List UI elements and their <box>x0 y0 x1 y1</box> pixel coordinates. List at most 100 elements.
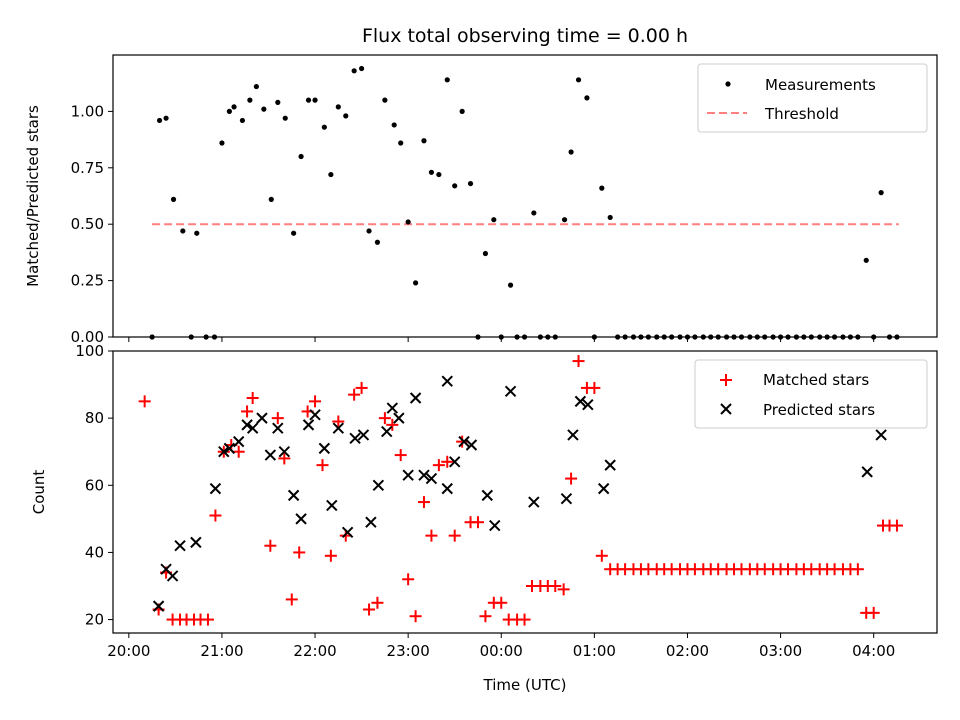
predicted-star-point <box>386 402 399 414</box>
matched-star-point <box>232 445 245 458</box>
matched-star-point <box>441 455 454 468</box>
predicted-star-point <box>287 489 300 502</box>
measurement-point <box>305 97 312 103</box>
measurement-point <box>531 210 537 216</box>
predicted-star-point <box>218 446 230 458</box>
predicted-star-point <box>425 472 438 485</box>
predicted-star-point <box>264 449 277 461</box>
measurement-point <box>231 104 237 110</box>
matched-star-point <box>209 509 222 522</box>
x-tick-label: 04:00 <box>852 642 895 660</box>
measurement-point <box>428 169 435 175</box>
y-tick-label: 0.50 <box>71 215 104 233</box>
predicted-star-point <box>174 540 186 552</box>
matched-star-point <box>309 395 322 408</box>
predicted-star-point <box>861 466 873 478</box>
matched-star-point <box>355 381 368 394</box>
matched-star-point <box>402 573 415 586</box>
count-axes-frame <box>112 350 938 634</box>
matched-star-point <box>293 546 306 559</box>
ratio-y-axis-label: Matched/Predicted stars <box>24 105 42 287</box>
ratio-legend-box <box>697 63 928 133</box>
matched-star-point <box>271 412 284 425</box>
measurement-point <box>507 282 514 288</box>
predicted-star-point <box>582 399 594 411</box>
y-tick-label: 80 <box>85 409 104 427</box>
predicted-star-point <box>441 482 453 495</box>
y-tick-label: 1.00 <box>71 102 104 120</box>
matched-star-point <box>479 610 492 623</box>
predicted-star-point <box>152 600 165 612</box>
ratio-panel: 0.00 0.25 0.50 0.75 1.00 Matched/Predicted s… <box>24 54 938 346</box>
matched-star-point <box>588 381 601 394</box>
x-axis-label: Time (UTC) <box>483 676 567 694</box>
measurement-point <box>328 171 334 178</box>
predicted-star-point <box>448 456 461 468</box>
matched-star-point <box>495 596 508 609</box>
x-tick-label: 21:00 <box>200 642 243 660</box>
matched-star-point <box>264 539 277 552</box>
measurement-point <box>607 214 613 221</box>
measurement-point <box>599 185 605 191</box>
matched-star-point <box>332 415 345 428</box>
predicted-star-point <box>318 442 331 455</box>
predicted-star-point <box>295 513 307 525</box>
count-marks <box>138 355 903 626</box>
legend-measurements-label: Measurements <box>765 76 876 94</box>
measurement-point <box>561 217 568 223</box>
measurement-point <box>568 149 574 155</box>
matched-star-point <box>201 613 214 626</box>
predicted-star-point <box>604 459 616 471</box>
legend-matched-label: Matched stars <box>763 371 869 389</box>
count-panel: 20:00 21:00 22:00 23:00 00:00 01:00 02:00 03:00… <box>30 342 938 660</box>
measurement-point <box>459 108 465 114</box>
predicted-star-point <box>402 469 414 481</box>
x-tick-label: 02:00 <box>666 642 709 660</box>
predicted-star-point <box>246 422 259 434</box>
predicted-star-point <box>209 482 222 495</box>
y-tick-label: 0.00 <box>71 328 104 346</box>
count-axes: 20:00 21:00 22:00 23:00 00:00 01:00 02:00 03:00… <box>75 342 895 660</box>
predicted-star-point <box>560 493 573 505</box>
measurement-point <box>268 196 274 202</box>
predicted-star-point <box>241 419 253 431</box>
predicted-star-point <box>465 439 478 451</box>
predicted-star-point <box>597 482 610 495</box>
predicted-star-point <box>489 519 501 532</box>
predicted-star-point <box>365 516 377 528</box>
measurement-point <box>291 230 297 236</box>
predicted-star-point <box>567 429 579 441</box>
measurement-point <box>194 230 200 236</box>
y-tick-label: 0.25 <box>71 272 104 290</box>
count-legend: Matched stars Predicted stars <box>694 359 928 429</box>
predicted-star-point <box>302 419 315 431</box>
ratio-legend: Measurements Threshold <box>697 63 928 133</box>
legend-predicted-label: Predicted stars <box>763 401 875 419</box>
x-tick-label: 22:00 <box>293 642 336 660</box>
x-tick-label: 20:00 <box>107 642 150 660</box>
x-tick-label: 23:00 <box>387 642 430 660</box>
matched-star-point <box>285 593 298 606</box>
measurement-point <box>374 239 381 245</box>
predicted-star-point <box>504 385 517 397</box>
predicted-star-point <box>272 422 284 434</box>
matched-star-point <box>595 549 608 562</box>
matched-star-point <box>348 388 361 401</box>
legend-measurements-marker <box>725 81 731 87</box>
y-tick-label: 0.75 <box>71 159 104 177</box>
matched-star-point <box>432 459 445 472</box>
y-tick-label: 40 <box>85 543 104 561</box>
measurement-point <box>382 97 388 103</box>
predicted-star-point <box>256 412 268 424</box>
predicted-star-point <box>528 496 540 508</box>
measurement-point <box>282 115 288 121</box>
predicted-star-point <box>223 442 236 455</box>
matched-star-point <box>371 596 384 609</box>
x-tick-label: 00:00 <box>480 642 523 660</box>
matched-star-point <box>425 529 438 542</box>
figure-title: Flux total observing time = 0.00 h <box>362 25 688 47</box>
measurement-point <box>452 183 458 189</box>
measurement-point <box>391 122 397 128</box>
predicted-star-point <box>166 570 179 582</box>
count-y-axis-label: Count <box>30 470 48 515</box>
